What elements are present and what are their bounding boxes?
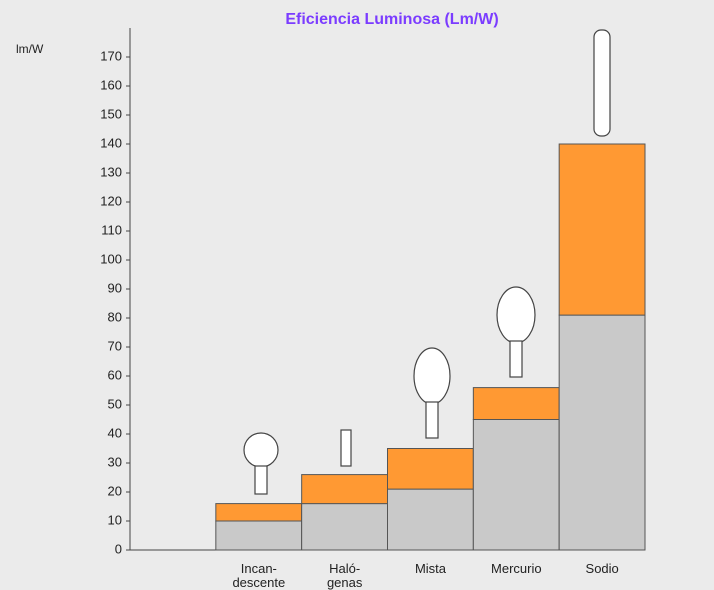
y-tick-label: 60 <box>108 367 122 382</box>
y-tick-label: 110 <box>101 222 122 237</box>
y-tick-label: 120 <box>100 193 122 208</box>
x-tick-label: Sodio <box>585 561 619 576</box>
bulb-icon <box>509 340 523 378</box>
bar-segment <box>215 503 303 522</box>
bulb-icon <box>593 29 611 137</box>
x-tick-label: Incan- descente <box>232 561 286 590</box>
bulb-icon <box>425 401 439 439</box>
y-tick-label: 100 <box>100 251 122 266</box>
y-tick-label: 40 <box>108 425 122 440</box>
y-tick-label: 10 <box>108 512 122 527</box>
bar-segment <box>472 419 560 551</box>
y-tick-label: 140 <box>100 135 122 150</box>
bulb-icon <box>243 432 279 468</box>
bulb-icon <box>254 465 268 495</box>
x-tick-label: Mercurio <box>491 561 542 576</box>
y-tick-label: 80 <box>108 309 122 324</box>
x-tick-label: Mista <box>414 561 447 576</box>
bar-segment <box>387 488 474 551</box>
y-axis-label: lm/W <box>16 42 44 56</box>
bar-segment <box>215 520 303 551</box>
y-tick-label: 160 <box>100 77 122 92</box>
y-tick-label: 20 <box>108 483 122 498</box>
y-tick-label: 150 <box>100 106 122 121</box>
bar-segment <box>558 314 646 551</box>
bar-segment <box>301 503 388 551</box>
bar-segment <box>301 474 388 505</box>
bar-segment <box>387 448 474 490</box>
x-tick-label: Haló- genas <box>326 561 363 590</box>
y-tick-label: 30 <box>108 454 122 469</box>
y-tick-label: 90 <box>108 280 122 295</box>
y-tick-label: 0 <box>115 541 122 556</box>
y-tick-label: 170 <box>100 48 122 63</box>
y-tick-label: 70 <box>108 338 122 353</box>
bar-segment <box>472 387 560 421</box>
bulb-icons <box>243 29 611 495</box>
bar-segment <box>558 143 646 316</box>
y-tick-label: 130 <box>100 164 122 179</box>
y-tick-label: 50 <box>108 396 122 411</box>
chart-title: Eficiencia Luminosa (Lm/W) <box>285 11 498 28</box>
bulb-icon <box>496 286 536 344</box>
bulb-icon <box>413 347 451 405</box>
bulb-icon <box>340 429 352 467</box>
